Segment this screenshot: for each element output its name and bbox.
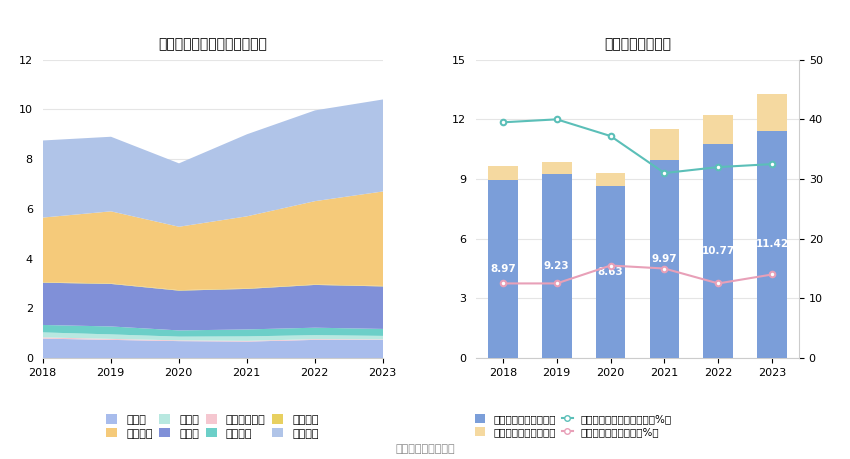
Text: 8.63: 8.63 [598, 267, 623, 277]
Bar [596, 173, 626, 186]
Bar [596, 186, 626, 358]
Bar [488, 166, 518, 179]
Legend: 原材料, 库存商品, 半成品, 在产品, 委托加工材料, 发出商品, 周转材料, 其他存货: 原材料, 库存商品, 半成品, 在产品, 委托加工材料, 发出商品, 周转材料,… [106, 414, 319, 438]
Bar [757, 131, 787, 358]
Text: 10.77: 10.77 [701, 246, 735, 256]
Text: 数据来源：恒生聚源: 数据来源：恒生聚源 [395, 444, 455, 454]
Bar [542, 162, 571, 174]
Bar [757, 94, 787, 131]
Bar [488, 179, 518, 358]
Bar [649, 160, 679, 358]
Bar [542, 174, 571, 358]
Title: 近年存货变化堆积图（亿元）: 近年存货变化堆积图（亿元） [158, 38, 267, 51]
Bar [704, 115, 733, 144]
Text: 9.97: 9.97 [652, 254, 677, 264]
Title: 历年存货变动情况: 历年存货变动情况 [604, 38, 671, 51]
Text: 11.42: 11.42 [756, 240, 789, 249]
Text: 8.97: 8.97 [490, 264, 516, 274]
Legend: 存货账面价值（亿元）, 存货跌价准备（亿元）, 右轴：存货占净资产比例（%）, 右轴：存货计提比例（%）: 存货账面价值（亿元）, 存货跌价准备（亿元）, 右轴：存货占净资产比例（%）, … [475, 414, 672, 437]
Text: 9.23: 9.23 [544, 261, 570, 271]
Bar [649, 129, 679, 160]
Bar [704, 144, 733, 358]
